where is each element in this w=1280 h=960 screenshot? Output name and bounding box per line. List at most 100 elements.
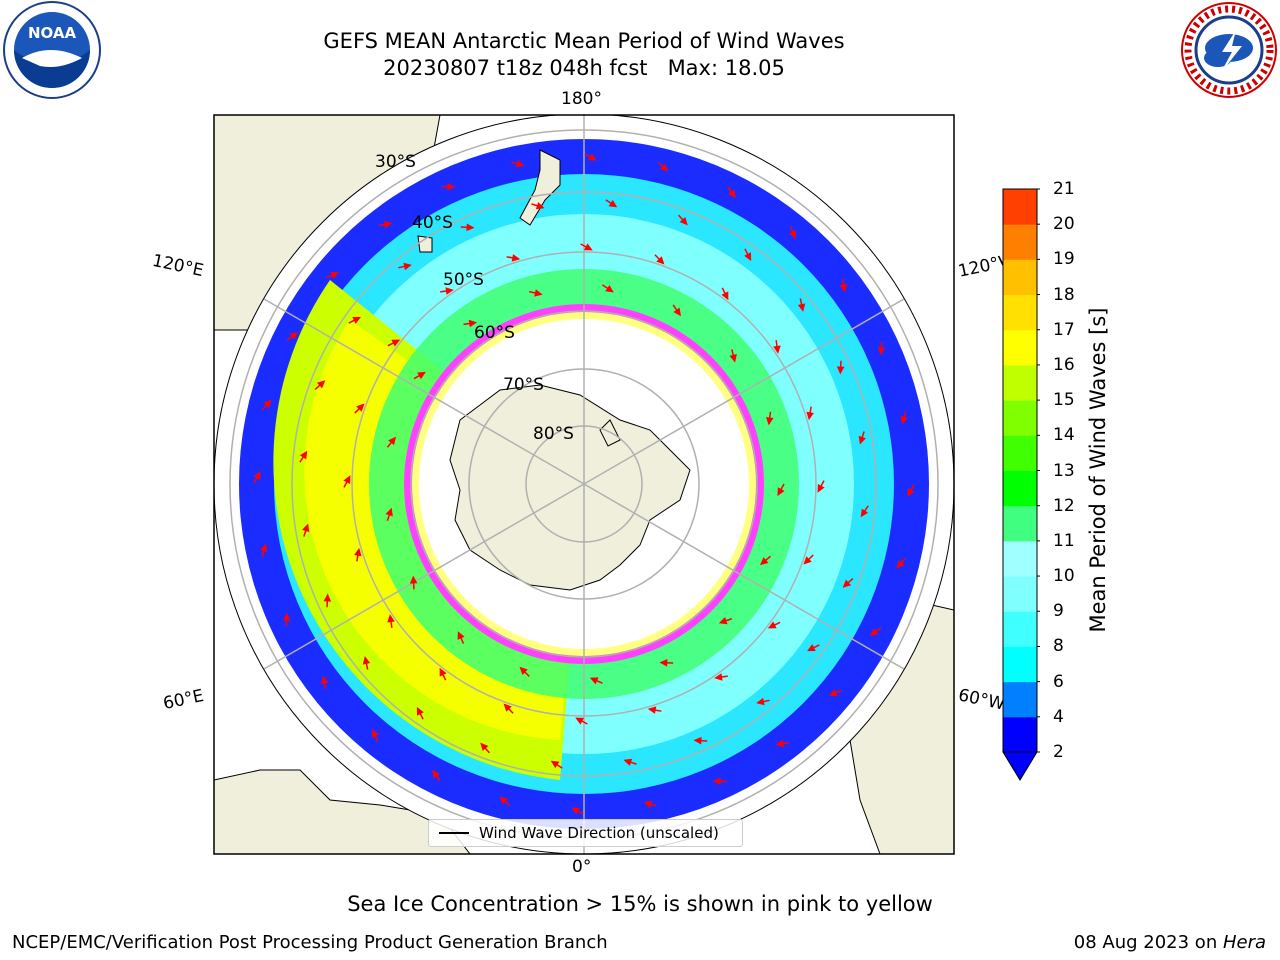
lon-label-bottom: 0° — [572, 857, 592, 877]
footer-date: 08 Aug 2023 on — [1073, 932, 1223, 953]
chart-title-line1: GEFS MEAN Antarctic Mean Period of Wind … — [323, 29, 845, 53]
colorbar-segment — [1003, 716, 1037, 753]
colorbar-tick-label: 14 — [1053, 425, 1075, 446]
wind-arrow-head — [589, 677, 599, 685]
colorbar-segment — [1003, 681, 1037, 718]
wind-arrow-head — [806, 644, 816, 652]
footer-right: 08 Aug 2023 on Hera — [1074, 932, 1266, 953]
colorbar-tick-label: 2 — [1053, 742, 1064, 762]
wind-arrow-head — [343, 475, 351, 485]
wind-arrow-head — [263, 399, 272, 408]
wind-arrow-head — [391, 339, 401, 347]
wind-arrow-head — [773, 345, 781, 354]
colorbar-segment — [1003, 576, 1037, 612]
colorbar-segment — [1003, 611, 1037, 647]
wind-arrow-head — [352, 316, 362, 324]
wind-arrow-head — [588, 153, 597, 161]
lat-label-40s: 40°S — [412, 213, 453, 233]
lat-label-80s: 80°S — [533, 424, 574, 444]
wind-arrow-head — [480, 742, 489, 752]
wind-arrow-head — [839, 283, 848, 293]
wind-arrow-head — [550, 760, 560, 769]
footer-left: NCEP/EMC/Verification Post Processing Pr… — [12, 932, 608, 953]
wind-arrow-head — [302, 523, 310, 533]
wind-arrow-head — [828, 689, 838, 697]
wind-arrow-head — [777, 487, 785, 497]
lon-label-top: 180° — [561, 89, 602, 109]
colorbar-tick-label: 10 — [1053, 566, 1075, 587]
wind-arrow-head — [712, 777, 721, 786]
land-africa — [214, 769, 471, 854]
wind-arrow-head — [409, 575, 418, 584]
wind-arrow-head — [806, 411, 814, 421]
wind-arrow-head — [417, 371, 426, 380]
wind-arrow-head — [356, 403, 365, 412]
colorbar-segment — [1003, 435, 1037, 471]
colorbar-tick-label: 20 — [1053, 214, 1075, 235]
lat-label-30s: 30°S — [375, 152, 416, 172]
wind-arrow-head — [789, 230, 797, 240]
colorbar-segment — [1003, 505, 1037, 542]
wind-arrow-head — [403, 262, 412, 271]
wind-arrow-head — [387, 614, 395, 623]
wind-arrow-head — [659, 659, 668, 667]
wind-arrow-head — [836, 366, 845, 375]
wind-arrow-head — [869, 628, 879, 636]
wind-arrow-head — [515, 160, 525, 168]
colorbar-tick-label: 9 — [1053, 601, 1064, 622]
wind-arrow-head — [385, 507, 393, 517]
national-weather-service-logo-icon — [1181, 2, 1277, 98]
wind-arrow-head — [693, 736, 702, 745]
wind-arrow-head — [289, 332, 299, 340]
colorbar-tick-label: 8 — [1053, 636, 1064, 657]
wind-arrow-head — [900, 415, 908, 425]
wind-arrow-head — [760, 557, 769, 566]
wind-arrow-head — [260, 543, 268, 553]
wind-arrow-head — [718, 617, 728, 625]
wind-arrow-head — [860, 508, 869, 518]
wind-arrow-head — [253, 471, 261, 480]
colorbar-title: Mean Period of Wind Waves [s] — [1086, 307, 1110, 633]
wind-arrow-head — [817, 483, 825, 493]
wind-arrow-head — [673, 307, 681, 317]
wind-arrow-head — [728, 189, 736, 199]
wind-arrow-head — [330, 271, 340, 279]
chart-title-line2: 20230807 t18z 048h fcst Max: 18.05 — [383, 56, 785, 80]
wind-arrow-head — [571, 807, 580, 815]
wind-arrow-head — [714, 673, 723, 681]
wind-arrow-head — [907, 488, 915, 497]
wind-arrow-head — [858, 435, 866, 445]
wind-arrow-head — [323, 593, 332, 602]
colorbar-segment — [1003, 646, 1037, 683]
colorbar-tick-label: 17 — [1053, 319, 1075, 340]
wind-arrow-head — [511, 254, 521, 262]
colorbar-tick-label: 13 — [1053, 460, 1075, 481]
legend-label: Wind Wave Direction (unscaled) — [479, 824, 719, 842]
land-antarctica — [449, 384, 691, 591]
graticule — [214, 114, 954, 854]
wind-arrow-head — [575, 717, 585, 725]
colorbar-tick-label: 21 — [1053, 179, 1075, 199]
lat-label-60s: 60°S — [474, 323, 515, 343]
wind-arrow-head — [756, 697, 765, 706]
wind-arrow-head — [660, 163, 669, 172]
wind-arrow-head — [583, 243, 593, 251]
caption: Sea Ice Concentration > 15% is shown in … — [347, 892, 933, 916]
colorbar-segment — [1003, 540, 1037, 577]
wind-arrow-head — [468, 319, 478, 328]
wind-arrow-head — [608, 199, 618, 208]
map-legend: Wind Wave Direction (unscaled) — [428, 819, 743, 847]
wind-arrow-head — [503, 703, 512, 712]
wind-arrow-head — [466, 223, 475, 232]
colorbar-segment — [1003, 364, 1037, 401]
colorbar — [1002, 188, 1040, 781]
colorbar-tick-label: 16 — [1053, 354, 1075, 375]
wind-arrow-head — [519, 666, 528, 675]
map-frame — [213, 114, 955, 855]
wind-arrow-head — [775, 739, 785, 748]
lat-label-50s: 50°S — [443, 270, 484, 290]
colorbar-tick-label: 12 — [1053, 495, 1075, 516]
wind-arrow-head — [605, 284, 614, 293]
colorbar-segment — [1003, 294, 1037, 331]
wind-arrow-head — [362, 656, 371, 665]
